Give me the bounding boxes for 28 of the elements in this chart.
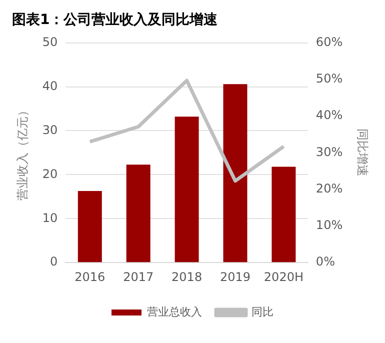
y2-tick-label: 40% — [316, 108, 343, 122]
y2-tick-label: 0% — [316, 254, 335, 269]
x-tick-label: 2019 — [220, 270, 251, 284]
y-tick-label: 0 — [50, 254, 58, 269]
bar — [223, 84, 248, 262]
x-tick-label: 2018 — [172, 270, 202, 284]
y2-tick-label: 10% — [316, 218, 343, 232]
bar — [78, 190, 102, 262]
x-tick-label: 2020H — [264, 270, 304, 284]
y-axis-title: 营业收入（亿元） — [15, 104, 30, 201]
y-tick-label: 20 — [42, 166, 58, 181]
y-tick-label: 10 — [42, 210, 58, 225]
chart-title: 图表1：公司营业收入及同比增速 — [12, 12, 219, 28]
y-tick-label: 50 — [42, 34, 58, 49]
y2-tick-label: 30% — [316, 144, 343, 159]
y2-tick-label: 20% — [316, 181, 343, 196]
y2-tick-label: 50% — [316, 72, 343, 86]
y2-tick-label: 60% — [316, 34, 343, 49]
x-tick-label: 2016 — [74, 270, 106, 284]
y-tick-label: 30 — [42, 122, 58, 137]
bar — [126, 164, 150, 262]
bar — [272, 166, 296, 262]
x-tick-label: 2017 — [123, 270, 154, 284]
legend-label: 同比 — [252, 305, 274, 318]
bar — [174, 116, 199, 262]
legend-label: 营业总收入 — [147, 305, 202, 318]
y-tick-label: 40 — [42, 78, 58, 93]
y2-axis-title: 同比增速 — [356, 128, 370, 177]
